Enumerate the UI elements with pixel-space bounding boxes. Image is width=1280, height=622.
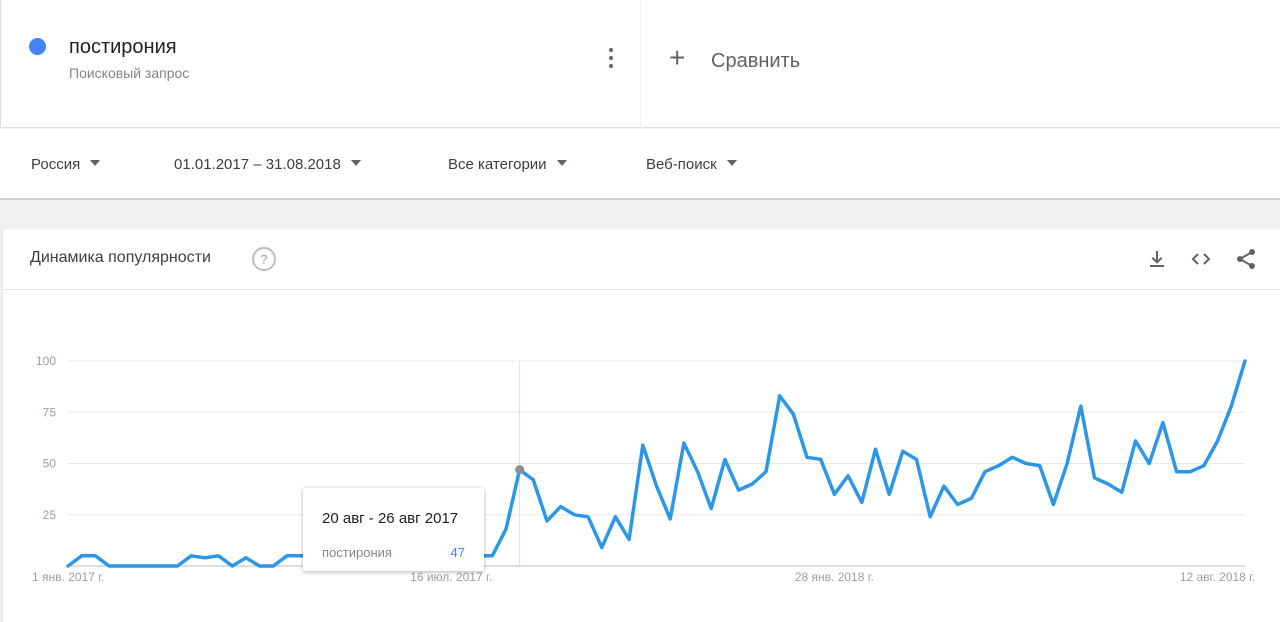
more-options-icon[interactable] bbox=[601, 46, 621, 70]
date-range-filter[interactable]: 01.01.2017 – 31.08.2018 bbox=[174, 156, 361, 173]
compare-button[interactable]: + Сравнить bbox=[641, 0, 1280, 128]
filter-bar: Россия 01.01.2017 – 31.08.2018 Все катег… bbox=[0, 129, 1280, 200]
dropdown-arrow-icon bbox=[556, 160, 567, 167]
chart-highlight bbox=[515, 465, 525, 475]
region-filter-label: Россия bbox=[31, 156, 81, 173]
panel-header: Динамика популярности ? bbox=[3, 229, 1280, 290]
y-axis-tick-labels: 25 50 75 100 bbox=[36, 354, 56, 522]
term-type: Поисковый запрос bbox=[69, 65, 190, 81]
term-card: постирония Поисковый запрос bbox=[0, 0, 640, 128]
search-type-filter-label: Веб-поиск bbox=[646, 156, 717, 173]
highlighted-data-point bbox=[515, 465, 525, 475]
share-icon[interactable] bbox=[1234, 247, 1258, 271]
compare-label: Сравнить bbox=[711, 50, 801, 72]
series-color-dot bbox=[29, 38, 46, 55]
chart-series bbox=[66, 359, 1247, 568]
tooltip-date: 20 авг - 26 авг 2017 bbox=[322, 510, 459, 527]
x-tick-label: 1 янв. 2017 г. bbox=[32, 570, 104, 584]
tooltip-value: 47 bbox=[450, 545, 465, 560]
download-icon[interactable] bbox=[1145, 247, 1169, 271]
embed-code-icon[interactable] bbox=[1189, 247, 1213, 271]
y-tick-label: 50 bbox=[43, 457, 57, 471]
panel-title: Динамика популярности bbox=[30, 249, 211, 266]
region-filter[interactable]: Россия bbox=[31, 156, 101, 173]
dropdown-arrow-icon bbox=[726, 160, 737, 167]
plus-icon: + bbox=[669, 42, 686, 73]
help-icon[interactable]: ? bbox=[252, 247, 276, 271]
y-tick-label: 100 bbox=[36, 354, 56, 368]
chart-grid bbox=[68, 360, 1245, 567]
dropdown-arrow-icon bbox=[350, 160, 361, 167]
category-filter[interactable]: Все категории bbox=[448, 156, 567, 173]
date-range-filter-label: 01.01.2017 – 31.08.2018 bbox=[174, 156, 341, 173]
data-tooltip: 20 авг - 26 авг 2017 постирония 47 bbox=[303, 488, 484, 571]
y-tick-label: 75 bbox=[43, 405, 57, 419]
x-tick-label: 16 июл. 2017 г. bbox=[410, 570, 492, 584]
x-axis-tick-labels: 1 янв. 2017 г. 16 июл. 2017 г. 28 янв. 201… bbox=[32, 570, 1255, 584]
series-line-postironia bbox=[66, 359, 1247, 568]
tooltip-series-name: постирония bbox=[322, 545, 392, 560]
dropdown-arrow-icon bbox=[90, 160, 101, 167]
search-type-filter[interactable]: Веб-поиск bbox=[646, 156, 737, 173]
y-tick-label: 25 bbox=[43, 508, 57, 522]
x-tick-label: 28 янв. 2018 г. bbox=[795, 570, 874, 584]
category-filter-label: Все категории bbox=[448, 156, 547, 173]
interest-over-time-panel: Динамика популярности ? 25 50 75 100 1 янв.… bbox=[3, 229, 1280, 622]
term-name[interactable]: постирония bbox=[69, 36, 177, 58]
x-tick-label: 12 авг. 2018 г. bbox=[1180, 570, 1256, 584]
